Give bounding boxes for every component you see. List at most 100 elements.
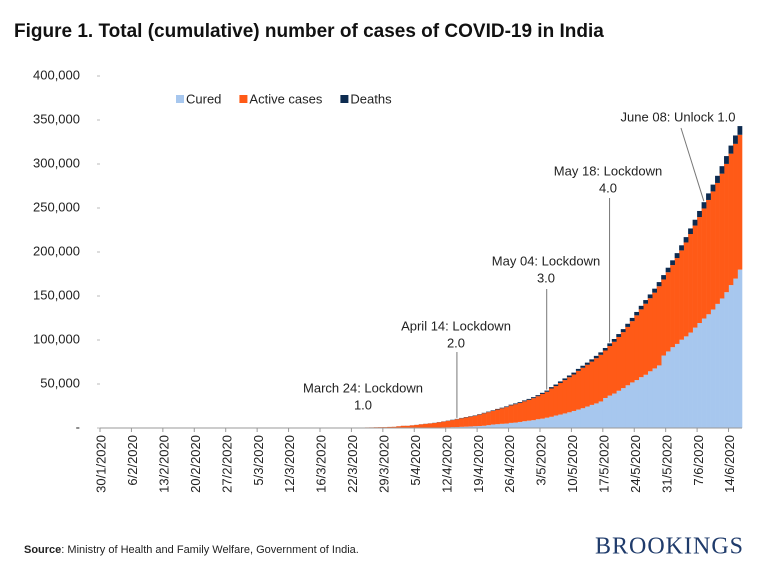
bar	[607, 395, 613, 428]
bar	[728, 145, 734, 154]
bar	[539, 393, 545, 419]
bar	[508, 422, 514, 428]
bar	[710, 309, 716, 428]
bar	[490, 410, 496, 411]
annotation: 1.0	[354, 397, 372, 412]
bar	[598, 401, 604, 428]
bar	[692, 219, 698, 226]
bar	[670, 260, 675, 266]
legend-label: Active cases	[249, 91, 322, 106]
bar	[396, 426, 402, 428]
bar	[463, 426, 469, 428]
x-tick-label: 27/2/2020	[219, 435, 234, 493]
bar	[607, 346, 613, 396]
source: Source: Ministry of Health and Family We…	[24, 544, 359, 556]
bar	[737, 126, 743, 135]
bar	[620, 332, 626, 389]
bar	[647, 298, 653, 372]
bar	[508, 405, 514, 423]
bar	[683, 242, 689, 337]
bar	[400, 425, 406, 428]
bar	[544, 391, 550, 418]
bar	[445, 420, 451, 428]
bar	[697, 210, 702, 218]
bar	[495, 409, 500, 425]
x-tick-label: 30/1/2020	[94, 435, 109, 493]
bar	[436, 422, 442, 428]
bar	[557, 414, 563, 428]
bar	[638, 377, 644, 428]
bar	[472, 426, 478, 428]
bar	[706, 314, 711, 428]
x-tick-label: 3/5/2020	[534, 435, 549, 486]
bar	[620, 329, 626, 333]
bar	[679, 250, 684, 340]
bar	[463, 417, 469, 427]
bar	[580, 367, 586, 409]
x-tick-label: 17/5/2020	[597, 435, 612, 493]
bar	[724, 163, 729, 293]
bar	[571, 374, 577, 411]
bar	[557, 382, 563, 415]
x-tick-label: 7/6/2020	[691, 435, 706, 486]
bar	[625, 385, 631, 428]
bar	[656, 282, 662, 287]
bar	[611, 341, 617, 394]
y-tick-label: -	[76, 419, 80, 434]
bar	[593, 403, 599, 428]
bar	[566, 412, 572, 428]
bar	[539, 392, 545, 394]
bar	[616, 390, 622, 428]
bar	[688, 332, 693, 428]
bar	[522, 421, 527, 428]
bar	[575, 409, 581, 428]
legend-swatch	[176, 95, 184, 103]
bar	[571, 410, 577, 428]
bar	[584, 364, 590, 407]
y-tick-label: 150,000	[33, 287, 80, 302]
x-tick-label: 13/2/2020	[157, 435, 172, 493]
x-tick-label: 22/3/2020	[345, 435, 360, 493]
bar	[602, 397, 608, 428]
annotation: May 18: Lockdown	[554, 163, 662, 178]
bar	[652, 288, 657, 293]
bar	[719, 166, 725, 174]
bar	[643, 300, 649, 304]
x-tick-label: 19/4/2020	[471, 435, 486, 493]
bar	[530, 398, 536, 421]
bar	[701, 318, 707, 428]
bar	[522, 400, 527, 402]
bar	[513, 422, 518, 428]
bar	[575, 370, 581, 410]
x-tick-label: 31/5/2020	[659, 435, 674, 493]
bar	[589, 404, 595, 428]
y-tick-label: 200,000	[33, 243, 80, 258]
bar	[535, 395, 541, 397]
bar	[602, 347, 608, 351]
bar	[535, 396, 541, 420]
bar	[719, 298, 725, 428]
bar	[697, 217, 702, 324]
bar	[562, 380, 568, 414]
bar	[490, 424, 496, 428]
y-tick-label: 100,000	[33, 331, 80, 346]
bar	[418, 424, 424, 428]
bar	[724, 156, 729, 164]
bar	[616, 334, 622, 337]
annotation-line	[680, 127, 705, 202]
bar	[611, 393, 617, 428]
bar	[513, 403, 518, 405]
bar	[665, 351, 671, 428]
bar	[589, 361, 595, 405]
bar	[701, 202, 707, 209]
bar	[526, 399, 532, 421]
bar	[733, 278, 738, 428]
bar	[481, 413, 487, 426]
bar	[643, 303, 649, 375]
bar	[715, 182, 720, 304]
bar	[692, 327, 698, 428]
bar	[459, 426, 464, 428]
bar	[499, 407, 505, 409]
bar	[629, 321, 635, 383]
